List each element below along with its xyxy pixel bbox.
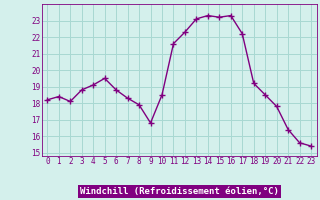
- Text: Windchill (Refroidissement éolien,°C): Windchill (Refroidissement éolien,°C): [80, 187, 279, 196]
